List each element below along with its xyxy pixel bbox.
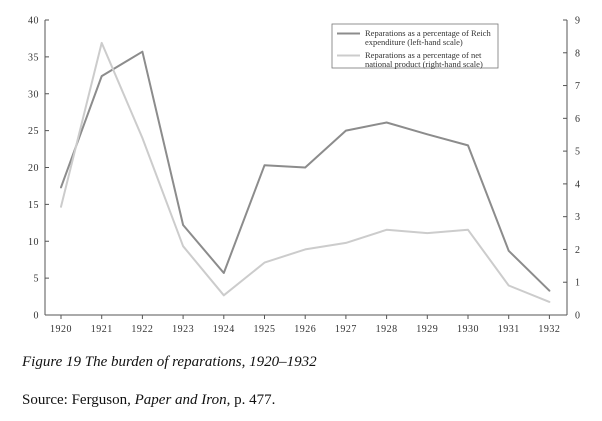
left-tick-label: 0 bbox=[34, 311, 40, 322]
right-tick-label: 1 bbox=[575, 278, 581, 289]
reparations-line-chart: 0 5 10 15 20 25 30 35 40 0 1 2 3 4 5 6 7 8 9 1920 1921 1922 19… bbox=[28, 16, 581, 336]
right-tick-label: 2 bbox=[575, 245, 581, 256]
legend-label-reich: Reparations as a percentage of Reich bbox=[365, 28, 492, 38]
left-tick-label: 30 bbox=[28, 89, 39, 100]
x-tick-label: 1921 bbox=[91, 324, 113, 335]
x-tick-label: 1925 bbox=[254, 324, 276, 335]
x-tick-label: 1929 bbox=[416, 324, 438, 335]
x-tick-label: 1920 bbox=[50, 324, 72, 335]
source-suffix: , p. 477. bbox=[226, 392, 276, 408]
source-title: Paper and Iron bbox=[134, 392, 227, 408]
legend-label-nnp: national product (right-hand scale) bbox=[365, 59, 483, 69]
source-note: Source: Ferguson, Paper and Iron, p. 477… bbox=[22, 392, 275, 409]
x-tick-label: 1927 bbox=[335, 324, 357, 335]
x-tick-label: 1928 bbox=[376, 324, 398, 335]
chart-axes: 0 5 10 15 20 25 30 35 40 0 1 2 3 4 5 6 7 8 9 1920 1921 1922 19… bbox=[28, 16, 581, 336]
x-tick-label: 1932 bbox=[538, 324, 560, 335]
legend-label-nnp: Reparations as a percentage of net bbox=[365, 50, 482, 60]
x-tick-label: 1924 bbox=[213, 324, 235, 335]
net-national-product-line bbox=[60, 41, 551, 303]
source-prefix: Source: Ferguson, bbox=[22, 392, 135, 408]
left-tick-label: 10 bbox=[28, 237, 39, 248]
left-tick-label: 40 bbox=[28, 16, 39, 27]
right-tick-label: 7 bbox=[575, 81, 581, 92]
chart-legend: Reparations as a percentage of Reichexpe… bbox=[331, 23, 499, 69]
left-tick-label: 15 bbox=[28, 200, 39, 211]
chart-series bbox=[60, 41, 551, 303]
figure-caption: Figure 19 The burden of reparations, 192… bbox=[22, 354, 317, 370]
legend-box bbox=[331, 23, 499, 69]
left-tick-label: 20 bbox=[28, 163, 39, 174]
right-tick-label: 5 bbox=[575, 147, 581, 158]
reich-expenditure-line bbox=[60, 50, 551, 292]
x-tick-label: 1922 bbox=[131, 324, 153, 335]
x-tick-label: 1923 bbox=[172, 324, 194, 335]
x-tick-label: 1931 bbox=[498, 324, 520, 335]
right-tick-label: 0 bbox=[575, 311, 581, 322]
right-tick-label: 4 bbox=[575, 179, 581, 190]
x-tick-label: 1930 bbox=[457, 324, 479, 335]
left-tick-label: 35 bbox=[28, 52, 39, 63]
right-tick-label: 9 bbox=[575, 16, 581, 27]
x-tick-label: 1926 bbox=[294, 324, 316, 335]
legend-label-reich: expenditure (left-hand scale) bbox=[365, 37, 463, 47]
right-tick-label: 3 bbox=[575, 212, 581, 223]
right-tick-label: 6 bbox=[575, 114, 581, 125]
left-tick-label: 25 bbox=[28, 126, 39, 137]
right-tick-label: 8 bbox=[575, 48, 581, 59]
left-tick-label: 5 bbox=[34, 274, 40, 285]
